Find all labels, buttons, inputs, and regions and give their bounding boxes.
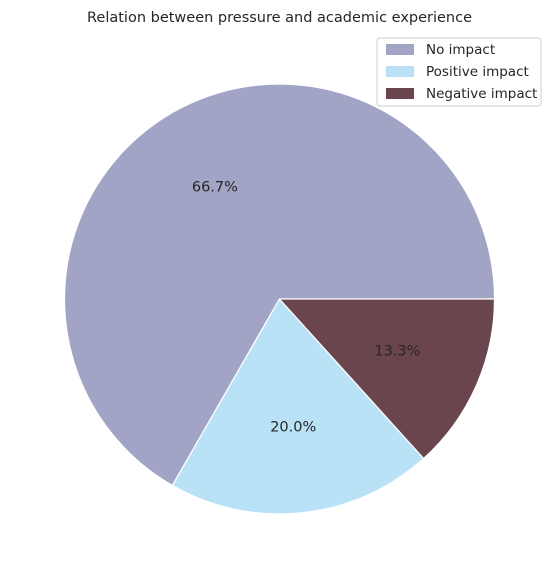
pie-slice-no-impact (63, 83, 496, 487)
pie-value-label-negative-impact: 13.3% (374, 343, 420, 359)
legend: No impact Positive impact Negative impac… (376, 37, 542, 107)
legend-swatch-no-impact (386, 44, 414, 55)
pie-slices (63, 83, 496, 515)
legend-swatch-negative-impact (386, 88, 414, 99)
pie-value-labels: 66.7% 20.0% 13.3% (192, 179, 421, 435)
legend-item-positive-impact: Positive impact (386, 64, 529, 80)
pie-value-label-positive-impact: 20.0% (270, 419, 316, 435)
legend-item-negative-impact: Negative impact (386, 86, 537, 102)
legend-label-positive-impact: Positive impact (426, 64, 529, 80)
pie-value-label-no-impact: 66.7% (192, 179, 238, 195)
pie-slice-positive-impact (171, 298, 425, 515)
legend-frame (376, 37, 542, 107)
legend-label-no-impact: No impact (426, 42, 495, 58)
chart-title: Relation between pressure and academic e… (87, 10, 472, 26)
pie-slice-negative-impact (278, 298, 496, 460)
legend-item-no-impact: No impact (386, 42, 495, 58)
legend-label-negative-impact: Negative impact (426, 86, 537, 102)
legend-swatch-positive-impact (386, 66, 414, 77)
